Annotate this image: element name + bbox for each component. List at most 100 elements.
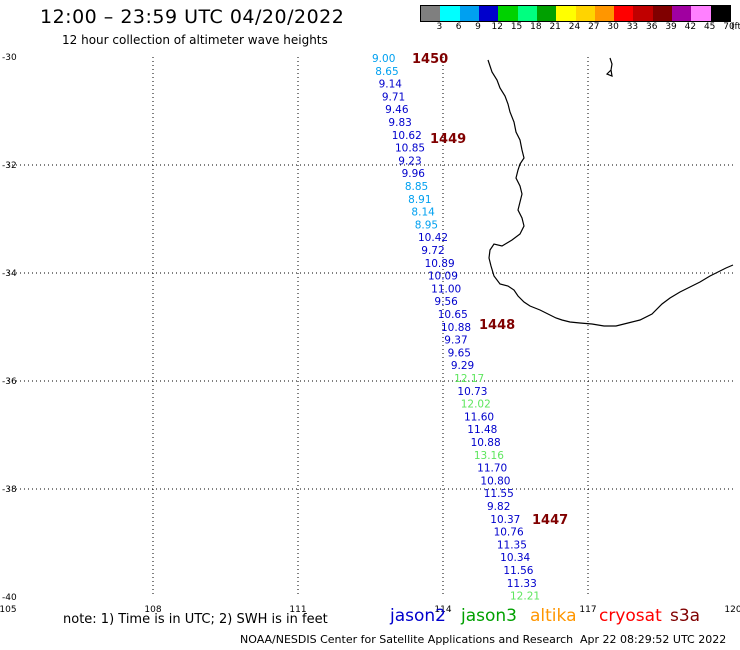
map-title: 12:00 – 23:59 UTC 04/20/2022 <box>40 6 345 28</box>
wave-height-label: 11.33 <box>507 578 537 590</box>
wave-height-label: 11.00 <box>431 283 461 295</box>
latitude-label: -38 <box>2 485 17 495</box>
time-marker: 1448 <box>479 318 515 333</box>
scale-tick-label: 39 <box>665 22 677 32</box>
wave-height-label: 10.65 <box>438 309 468 321</box>
wave-height-label: 11.48 <box>467 424 497 436</box>
wave-height-label: 10.09 <box>428 271 458 283</box>
wave-height-label: 11.35 <box>497 539 527 551</box>
wave-height-label: 13.16 <box>474 450 504 462</box>
footer-note: note: 1) Time is in UTC; 2) SWH is in fe… <box>63 612 328 627</box>
wave-height-label: 11.70 <box>477 463 507 475</box>
scale-swatch <box>652 6 673 21</box>
color-scale-bar <box>420 5 731 22</box>
wave-height-label: 12.17 <box>454 373 484 385</box>
latitude-label: -30 <box>2 53 17 63</box>
scale-tick-label: 30 <box>607 22 619 32</box>
longitude-label: 108 <box>144 605 161 615</box>
scale-swatch <box>440 6 460 21</box>
wave-height-label: 10.76 <box>494 527 524 539</box>
scale-tick-label: 18 <box>530 22 542 32</box>
longitude-label: 111 <box>289 605 306 615</box>
longitude-label: 117 <box>579 605 596 615</box>
coastline-islet <box>605 57 613 77</box>
legend-jason3: jason3 <box>461 606 517 626</box>
scale-swatch <box>575 6 595 21</box>
wave-height-label: 10.88 <box>441 322 471 334</box>
wave-height-label: 10.85 <box>395 143 425 155</box>
scale-swatch <box>594 6 615 21</box>
scale-swatch <box>633 6 653 21</box>
scale-unit-label: (ft) <box>731 22 740 32</box>
scale-tick-label: 36 <box>646 22 658 32</box>
scale-swatch <box>498 6 518 21</box>
wave-height-label: 11.60 <box>464 411 494 423</box>
scale-tick-label: 3 <box>436 22 443 32</box>
generated-timestamp: Apr 22 08:29:52 UTC 2022 <box>580 633 727 646</box>
scale-swatch <box>614 6 634 21</box>
wave-height-label: 10.34 <box>500 552 530 564</box>
longitude-label: 114 <box>434 605 451 615</box>
latitude-label: -32 <box>2 161 17 171</box>
wave-height-label: 9.82 <box>487 501 510 513</box>
grid-lines <box>8 57 733 597</box>
wave-height-label: 10.80 <box>480 475 510 487</box>
legend-altika: altika <box>530 606 577 626</box>
scale-swatch <box>517 6 537 21</box>
wave-height-label: 10.73 <box>457 386 487 398</box>
wave-height-label: 9.83 <box>388 117 411 129</box>
wave-height-label: 10.37 <box>490 514 520 526</box>
scale-swatch <box>691 6 711 21</box>
scale-tick-label: 70 <box>723 22 735 32</box>
map-subtitle: 12 hour collection of altimeter wave hei… <box>62 33 328 47</box>
wave-height-label: 9.00 <box>372 53 395 65</box>
wave-height-label: 9.37 <box>444 335 467 347</box>
wave-height-label: 8.91 <box>408 194 431 206</box>
wave-height-label: 9.46 <box>385 104 409 116</box>
scale-tick-label: 24 <box>568 22 581 32</box>
scale-tick-label: 42 <box>684 22 697 32</box>
time-marker: 1450 <box>412 52 448 67</box>
longitude-label: 105 <box>0 605 17 615</box>
scale-tick-label: 33 <box>626 22 639 32</box>
wave-height-label: 9.14 <box>379 79 403 91</box>
wave-height-label: 8.14 <box>411 207 435 219</box>
wave-height-label: 12.21 <box>510 591 540 603</box>
wave-height-label: 8.95 <box>415 219 438 231</box>
wave-height-label: 9.23 <box>398 155 421 167</box>
latitude-label: -40 <box>2 593 17 603</box>
wave-height-label: 9.65 <box>448 347 471 359</box>
scale-tick-label: 45 <box>703 22 716 32</box>
latitude-labels: -30 -32 -34 -36 -38 -40 <box>2 53 17 603</box>
wave-height-label: 8.65 <box>375 66 398 78</box>
legend-s3a: s3a <box>670 606 701 626</box>
wave-height-label: 10.89 <box>425 258 455 270</box>
scale-swatch <box>710 6 730 21</box>
longitude-label: 120 <box>724 605 740 615</box>
scale-swatch <box>478 6 499 21</box>
legend-cryosat: cryosat <box>599 606 662 626</box>
scale-swatch <box>556 6 576 21</box>
scale-tick-label: 27 <box>588 22 600 32</box>
legend-jason2: jason2 <box>390 606 446 626</box>
wave-height-label: 11.56 <box>503 565 533 577</box>
wave-height-label: 10.88 <box>471 437 501 449</box>
scale-tick-label: 21 <box>549 22 561 32</box>
wave-height-label: 9.96 <box>402 168 426 180</box>
scale-tick-label: 9 <box>475 22 481 32</box>
wave-height-label: 11.55 <box>484 488 514 500</box>
latitude-label: -36 <box>2 377 17 387</box>
time-marker: 1447 <box>532 513 568 528</box>
credit-text: NOAA/NESDIS Center for Satellite Applica… <box>240 633 574 646</box>
wave-height-label: 10.62 <box>392 130 422 142</box>
wave-height-label: 9.56 <box>434 296 458 308</box>
scale-swatch <box>672 6 692 21</box>
time-marker: 1449 <box>430 132 466 147</box>
wave-height-label: 8.85 <box>405 181 428 193</box>
scale-tick-label: 12 <box>491 22 503 32</box>
wave-height-track: 9.008.659.149.719.469.8310.6210.859.239.… <box>372 53 540 603</box>
scale-swatch <box>421 6 441 21</box>
scale-tick-label: 15 <box>510 22 523 32</box>
wave-height-label: 9.71 <box>382 91 405 103</box>
